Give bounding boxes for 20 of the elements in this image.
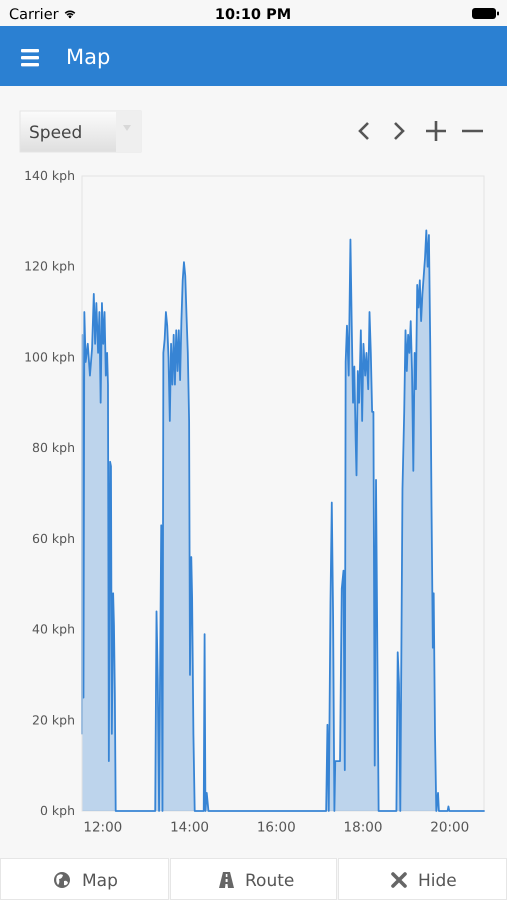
y-axis-title: Speed — [29, 123, 82, 143]
text: Carrier — [9, 7, 59, 23]
x-tick-label: 12:00 — [83, 820, 122, 836]
y-tick-label: 60 kph — [32, 530, 75, 546]
x-tick-label: 14:00 — [170, 820, 209, 836]
text: Route — [245, 871, 294, 891]
y-tick-label: 140 kph — [24, 168, 75, 183]
y-tick-label: 40 kph — [32, 622, 75, 637]
text: Hide — [418, 871, 457, 891]
x-tick-label: 20:00 — [430, 820, 470, 836]
y-tick-label: 120 kph — [24, 258, 75, 274]
y-tick-label: 80 kph — [32, 440, 75, 456]
text: Map — [82, 871, 118, 891]
y-tick-label: 20 kph — [32, 712, 75, 728]
x-tick-label: 18:00 — [344, 820, 382, 836]
text: 10:10 PM — [214, 7, 292, 23]
x-tick-label: 16:00 — [256, 820, 296, 836]
chart-title: Map — [66, 45, 110, 69]
y-tick-label: 0 kph — [40, 803, 75, 818]
y-tick-label: 100 kph — [24, 349, 75, 364]
